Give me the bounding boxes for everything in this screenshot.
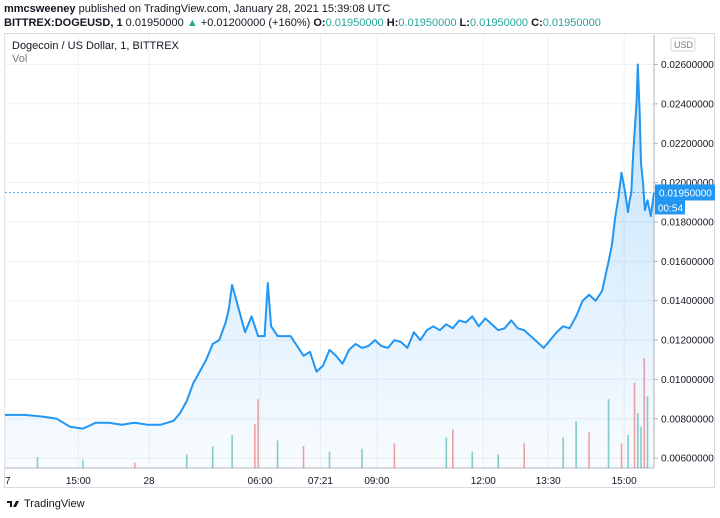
x-tick-label: 12:00 bbox=[471, 476, 496, 487]
high-value: 0.01950000 bbox=[398, 17, 457, 29]
price-area bbox=[5, 64, 654, 468]
x-tick-label: 06:00 bbox=[248, 476, 273, 487]
y-tick-label: 0.01000000 bbox=[661, 375, 714, 386]
currency-badge bbox=[670, 37, 696, 52]
x-tick-label: 07:21 bbox=[308, 476, 333, 487]
tradingview-brand[interactable]: TradingView bbox=[6, 498, 85, 510]
x-tick-label: 13:30 bbox=[536, 476, 561, 487]
change-value: +0.01200000 (+160%) bbox=[200, 17, 311, 29]
brand-label: TradingView bbox=[24, 498, 85, 510]
publisher-name: mmcsweeney bbox=[4, 3, 76, 15]
countdown-badge bbox=[655, 200, 685, 215]
y-tick-label: 0.01600000 bbox=[661, 257, 714, 268]
tradingview-logo-icon bbox=[7, 501, 19, 507]
x-tick-label: 28 bbox=[144, 476, 156, 487]
y-tick-label: 0.00600000 bbox=[661, 454, 714, 465]
low-label: L: bbox=[459, 17, 470, 29]
price-badge bbox=[655, 184, 715, 201]
up-arrow-icon: ▲ bbox=[186, 17, 198, 29]
y-tick-label: 0.01800000 bbox=[661, 217, 714, 228]
x-tick-label: 09:00 bbox=[364, 476, 389, 487]
y-tick-label: 0.02200000 bbox=[661, 139, 714, 150]
y-tick-label: 0.02000000 bbox=[661, 178, 714, 189]
price-line bbox=[5, 63, 655, 430]
symbol-label: BITTREX:DOGEUSD, 1 bbox=[4, 17, 123, 29]
y-tick-label: 0.01200000 bbox=[661, 336, 714, 347]
publisher-line: mmcsweeney published on TradingView.com,… bbox=[4, 3, 390, 15]
x-tick-label: 7 bbox=[5, 476, 11, 487]
y-tick-label: 0.02600000 bbox=[661, 60, 714, 71]
countdown-badge-text: 00:54 bbox=[658, 203, 683, 214]
y-tick-label: 0.02400000 bbox=[661, 99, 714, 110]
legend-volume: Vol bbox=[12, 53, 28, 65]
y-tick-label: 0.01400000 bbox=[661, 296, 714, 307]
x-tick-label: 15:00 bbox=[66, 476, 91, 487]
publisher-rest: published on TradingView.com, January 28… bbox=[75, 3, 391, 15]
y-tick-label: 0.00800000 bbox=[661, 414, 714, 425]
open-value: 0.01950000 bbox=[325, 17, 384, 29]
last-value: 0.01950000 bbox=[125, 17, 184, 29]
legend-title: Dogecoin / US Dollar, 1, BITTREX bbox=[12, 40, 179, 52]
low-value: 0.01950000 bbox=[469, 17, 529, 29]
high-label: H: bbox=[386, 17, 399, 29]
close-value: 0.01950000 bbox=[542, 17, 601, 29]
close-label: C: bbox=[531, 17, 543, 29]
open-label: O: bbox=[313, 17, 326, 29]
symbol-header: BITTREX:DOGEUSD, 1 0.01950000 ▲ +0.01200… bbox=[4, 17, 601, 29]
x-tick-label: 15:00 bbox=[612, 476, 637, 487]
price-badge-text: 0.01950000 bbox=[659, 188, 712, 199]
currency-badge-text: USD bbox=[674, 40, 694, 50]
